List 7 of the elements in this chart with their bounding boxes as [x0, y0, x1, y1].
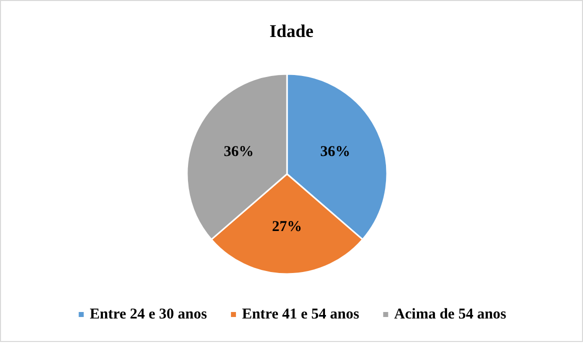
- data-label: 36%: [320, 144, 350, 160]
- legend-label: Entre 24 e 30 anos: [90, 306, 208, 322]
- data-label: 27%: [272, 219, 302, 235]
- legend-label: Acima de 54 anos: [394, 306, 506, 322]
- chart-title: Idade: [269, 21, 314, 41]
- data-label: 36%: [224, 144, 254, 160]
- legend-label: Entre 41 e 54 anos: [242, 306, 360, 322]
